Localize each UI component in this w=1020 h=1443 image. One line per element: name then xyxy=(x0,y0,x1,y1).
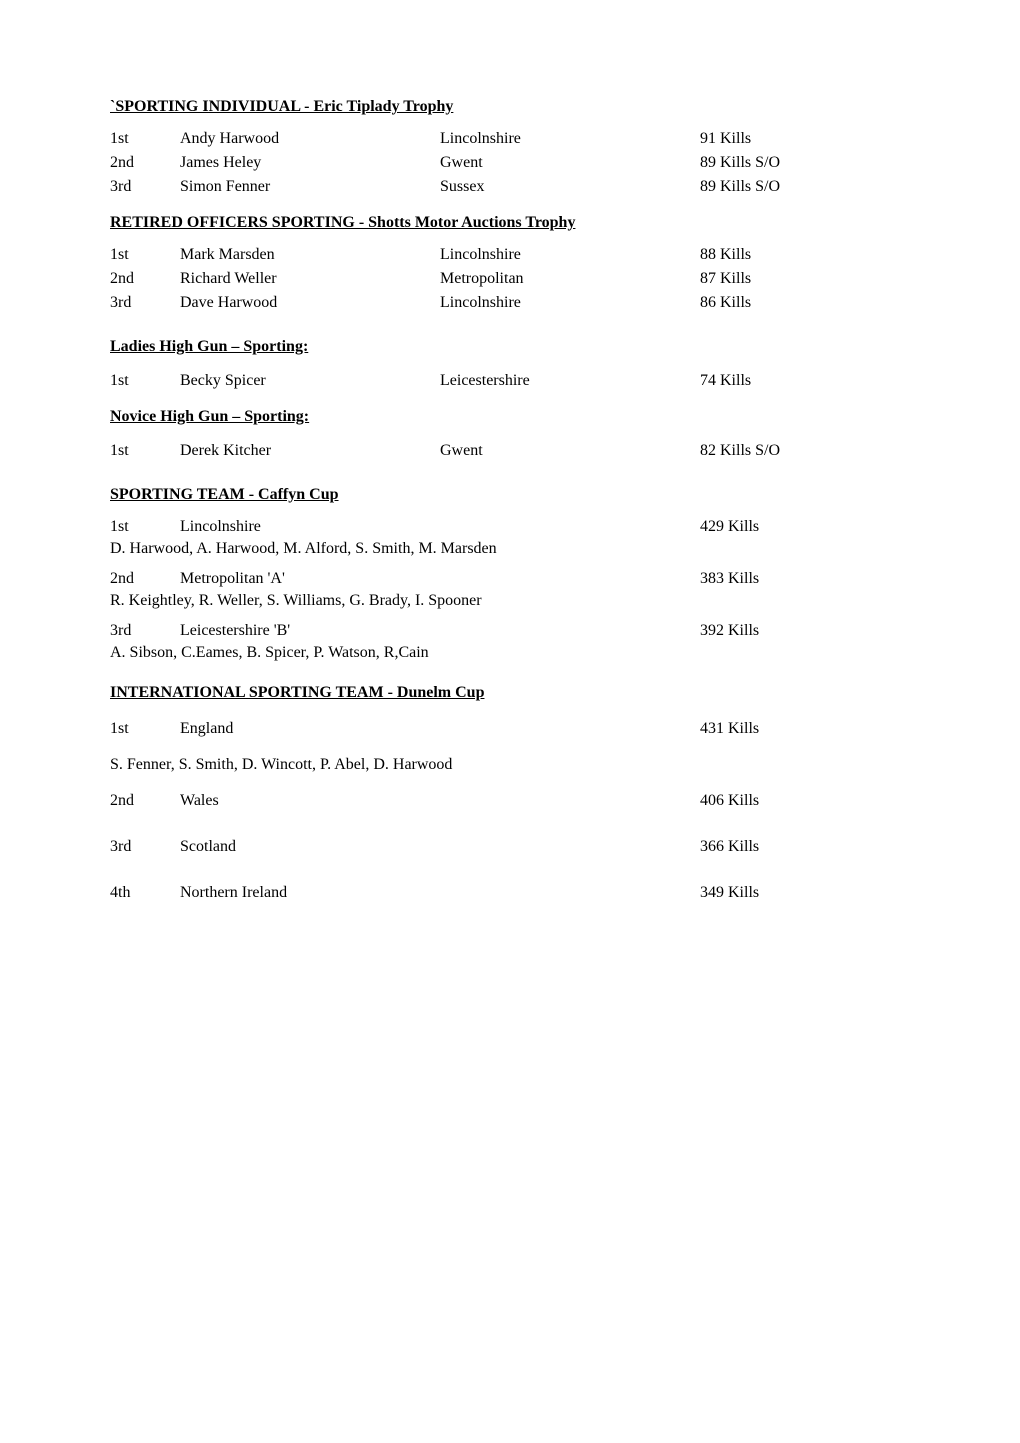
team-members: R. Keightley, R. Weller, S. Williams, G.… xyxy=(110,592,910,610)
name-cell: Richard Weller xyxy=(180,270,440,288)
team-score: 392 Kills xyxy=(700,622,910,640)
intl-name: Scotland xyxy=(180,838,700,856)
team-score: 383 Kills xyxy=(700,570,910,588)
intl-row: 2nd Wales 406 Kills xyxy=(110,792,910,810)
score-cell: 87 Kills xyxy=(700,270,910,288)
section-title-sporting-team: SPORTING TEAM - Caffyn Cup xyxy=(110,486,910,504)
place-cell: 1st xyxy=(110,130,180,148)
table-row: 1st Andy Harwood Lincolnshire 91 Kills xyxy=(110,130,910,148)
section-title-sporting-individual: `SPORTING INDIVIDUAL - Eric Tiplady Trop… xyxy=(110,98,910,116)
name-cell: Dave Harwood xyxy=(180,294,440,312)
table-row: 1st Mark Marsden Lincolnshire 88 Kills xyxy=(110,246,910,264)
region-cell: Lincolnshire xyxy=(440,294,700,312)
table-row: 1st Derek Kitcher Gwent 82 Kills S/O xyxy=(110,442,910,460)
team-place: 3rd xyxy=(110,622,180,640)
table-row: 2nd James Heley Gwent 89 Kills S/O xyxy=(110,154,910,172)
intl-name: England xyxy=(180,720,700,738)
section-title-ladies-high-gun: Ladies High Gun – Sporting: xyxy=(110,338,910,356)
name-cell: Mark Marsden xyxy=(180,246,440,264)
table-row: 3rd Simon Fenner Sussex 89 Kills S/O xyxy=(110,178,910,196)
section-title-international-team: INTERNATIONAL SPORTING TEAM - Dunelm Cup xyxy=(110,684,910,702)
table-row: 1st Becky Spicer Leicestershire 74 Kills xyxy=(110,372,910,390)
region-cell: Gwent xyxy=(440,442,700,460)
score-cell: 91 Kills xyxy=(700,130,910,148)
name-cell: Andy Harwood xyxy=(180,130,440,148)
intl-members: S. Fenner, S. Smith, D. Wincott, P. Abel… xyxy=(110,756,910,774)
intl-place: 1st xyxy=(110,720,180,738)
name-cell: James Heley xyxy=(180,154,440,172)
section-title-retired-officers: RETIRED OFFICERS SPORTING - Shotts Motor… xyxy=(110,214,910,232)
section-title-novice-high-gun: Novice High Gun – Sporting: xyxy=(110,408,910,426)
place-cell: 1st xyxy=(110,442,180,460)
team-name: Lincolnshire xyxy=(180,518,700,536)
score-cell: 86 Kills xyxy=(700,294,910,312)
intl-name: Wales xyxy=(180,792,700,810)
table-row: 2nd Richard Weller Metropolitan 87 Kills xyxy=(110,270,910,288)
region-cell: Leicestershire xyxy=(440,372,700,390)
team-block: 1st Lincolnshire 429 Kills D. Harwood, A… xyxy=(110,518,910,558)
team-block: 3rd Leicestershire 'B' 392 Kills A. Sibs… xyxy=(110,622,910,662)
team-name: Leicestershire 'B' xyxy=(180,622,700,640)
team-name: Metropolitan 'A' xyxy=(180,570,700,588)
intl-row: 4th Northern Ireland 349 Kills xyxy=(110,884,910,902)
score-cell: 88 Kills xyxy=(700,246,910,264)
place-cell: 1st xyxy=(110,372,180,390)
place-cell: 3rd xyxy=(110,178,180,196)
region-cell: Metropolitan xyxy=(440,270,700,288)
table-row: 3rd Dave Harwood Lincolnshire 86 Kills xyxy=(110,294,910,312)
score-cell: 82 Kills S/O xyxy=(700,442,910,460)
region-cell: Lincolnshire xyxy=(440,130,700,148)
place-cell: 2nd xyxy=(110,154,180,172)
team-place: 2nd xyxy=(110,570,180,588)
name-cell: Derek Kitcher xyxy=(180,442,440,460)
intl-place: 2nd xyxy=(110,792,180,810)
intl-place: 3rd xyxy=(110,838,180,856)
score-cell: 74 Kills xyxy=(700,372,910,390)
intl-row: 1st England 431 Kills xyxy=(110,720,910,738)
intl-score: 349 Kills xyxy=(700,884,910,902)
score-cell: 89 Kills S/O xyxy=(700,154,910,172)
team-members: D. Harwood, A. Harwood, M. Alford, S. Sm… xyxy=(110,540,910,558)
team-members: A. Sibson, C.Eames, B. Spicer, P. Watson… xyxy=(110,644,910,662)
team-place: 1st xyxy=(110,518,180,536)
team-score: 429 Kills xyxy=(700,518,910,536)
region-cell: Lincolnshire xyxy=(440,246,700,264)
intl-row: 3rd Scotland 366 Kills xyxy=(110,838,910,856)
place-cell: 2nd xyxy=(110,270,180,288)
place-cell: 1st xyxy=(110,246,180,264)
intl-place: 4th xyxy=(110,884,180,902)
score-cell: 89 Kills S/O xyxy=(700,178,910,196)
intl-score: 366 Kills xyxy=(700,838,910,856)
intl-score: 431 Kills xyxy=(700,720,910,738)
intl-score: 406 Kills xyxy=(700,792,910,810)
team-block: 2nd Metropolitan 'A' 383 Kills R. Keight… xyxy=(110,570,910,610)
region-cell: Sussex xyxy=(440,178,700,196)
place-cell: 3rd xyxy=(110,294,180,312)
intl-name: Northern Ireland xyxy=(180,884,700,902)
region-cell: Gwent xyxy=(440,154,700,172)
name-cell: Simon Fenner xyxy=(180,178,440,196)
name-cell: Becky Spicer xyxy=(180,372,440,390)
